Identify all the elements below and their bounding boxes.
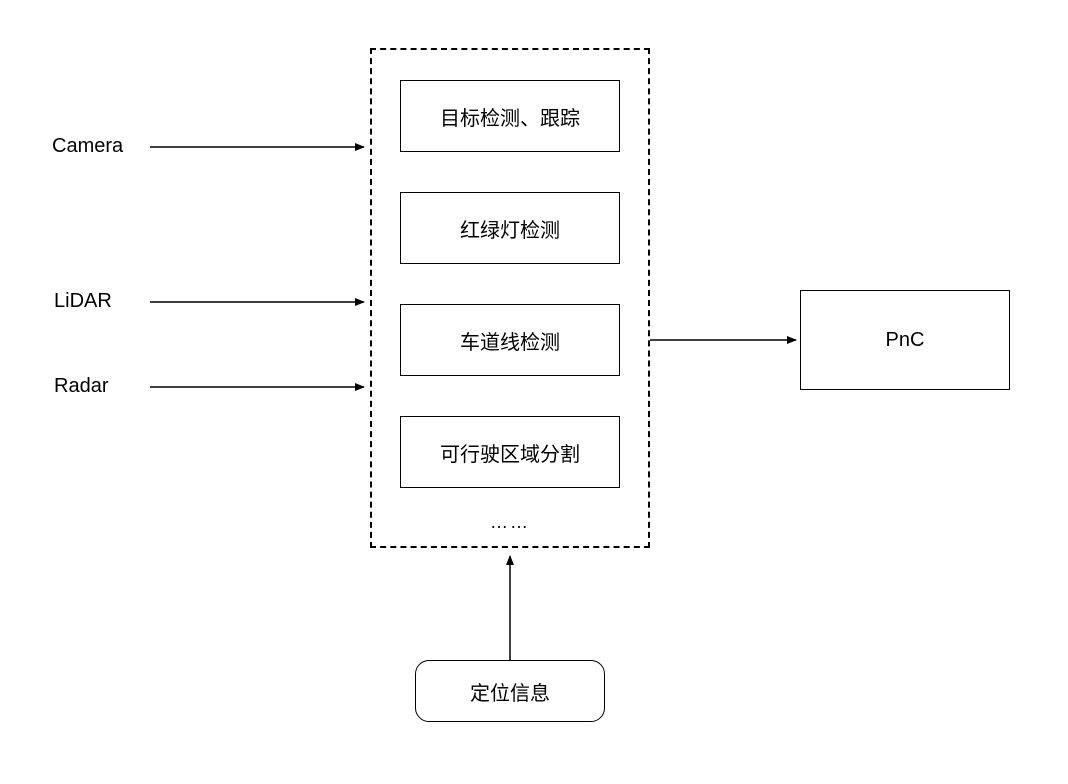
module-traffic-light: 红绿灯检测 xyxy=(400,192,620,264)
pnc-label: PnC xyxy=(886,329,925,352)
module-lane-detection: 车道线检测 xyxy=(400,304,620,376)
module-label: 车道线检测 xyxy=(460,326,560,355)
module-label: 红绿灯检测 xyxy=(460,214,560,243)
input-label-radar: Radar xyxy=(54,375,108,398)
output-pnc: PnC xyxy=(800,290,1010,390)
module-label: 可行驶区域分割 xyxy=(440,438,580,467)
localization-label: 定位信息 xyxy=(470,677,550,706)
localization-box: 定位信息 xyxy=(415,660,605,722)
module-detection-tracking: 目标检测、跟踪 xyxy=(400,80,620,152)
module-drivable-area: 可行驶区域分割 xyxy=(400,416,620,488)
input-label-camera: Camera xyxy=(52,135,123,158)
input-label-lidar: LiDAR xyxy=(54,290,112,313)
module-label: 目标检测、跟踪 xyxy=(440,102,580,131)
ellipsis-label: …… xyxy=(490,512,530,533)
